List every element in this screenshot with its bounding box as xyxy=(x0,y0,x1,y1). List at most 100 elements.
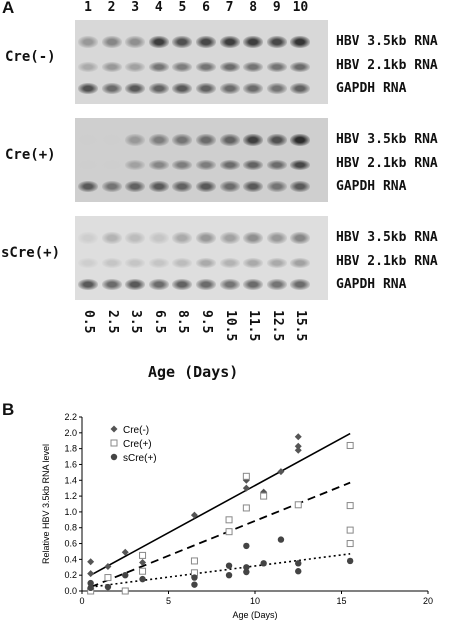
y-tick-label: 2.0 xyxy=(64,428,77,438)
y-tick-label: 0.6 xyxy=(64,539,77,549)
blot-band xyxy=(148,82,169,94)
blot-band xyxy=(243,160,264,170)
data-point xyxy=(104,583,112,591)
blot-band xyxy=(101,82,122,94)
blot-band xyxy=(78,160,98,170)
x-tick-label: 5 xyxy=(166,596,171,606)
data-point xyxy=(225,528,233,536)
blot-band xyxy=(196,82,216,94)
blot-band xyxy=(148,278,169,290)
data-point xyxy=(225,516,233,524)
blot-band xyxy=(125,160,146,170)
data-point xyxy=(191,574,198,581)
data-point xyxy=(122,571,129,579)
blot-band xyxy=(172,82,193,94)
blot-band xyxy=(266,278,287,290)
data-point xyxy=(243,568,250,576)
legend-marker xyxy=(110,425,118,433)
legend-label: Cre(-) xyxy=(123,425,149,436)
y-axis-title: Relative HBV 3.5kb RNA level xyxy=(41,444,51,564)
blot-band xyxy=(266,82,287,94)
age-tick-label: 15.5 xyxy=(293,310,309,342)
blot-band xyxy=(101,62,122,72)
data-point xyxy=(87,584,94,592)
blot-band xyxy=(290,160,311,170)
blot-band xyxy=(101,232,122,244)
blot-band xyxy=(101,36,122,48)
blot-band xyxy=(219,36,240,48)
x-tick-label: 0 xyxy=(79,596,84,606)
lane-number: 8 xyxy=(249,0,258,15)
blot-band xyxy=(243,180,264,192)
data-point xyxy=(294,442,302,450)
y-tick-label: 1.0 xyxy=(64,507,77,517)
blot-band xyxy=(172,258,193,268)
data-point xyxy=(87,570,95,578)
data-point xyxy=(346,540,354,548)
x-tick-label: 15 xyxy=(336,596,346,606)
data-point xyxy=(346,557,354,565)
y-tick-label: 1.4 xyxy=(64,475,77,485)
blot-image xyxy=(75,216,328,300)
trend-line xyxy=(90,481,351,588)
lane-number: 7 xyxy=(225,0,234,15)
band-label: GAPDH RNA xyxy=(336,179,407,194)
blot-band xyxy=(196,62,216,72)
blot-band xyxy=(266,62,287,72)
blot-band xyxy=(125,36,146,48)
blot-band xyxy=(172,180,193,192)
data-point xyxy=(277,536,285,543)
y-tick-label: 1.8 xyxy=(64,444,77,454)
blot-band xyxy=(78,36,98,48)
y-tick-label: 1.6 xyxy=(64,459,77,469)
blot-band xyxy=(266,180,287,192)
data-point xyxy=(243,542,250,550)
blot-band xyxy=(243,82,264,94)
blot-row-label: sCre(+) xyxy=(1,245,61,261)
blot-band xyxy=(290,258,311,268)
blot-band xyxy=(78,82,98,94)
data-point xyxy=(121,587,129,595)
blot-band xyxy=(290,134,311,146)
blot-row-label: Cre(+) xyxy=(5,147,56,163)
y-tick-label: 0.2 xyxy=(64,570,77,580)
blot-band xyxy=(78,258,98,268)
blot-band xyxy=(172,36,193,48)
legend-marker xyxy=(110,439,118,447)
lane-number: 1 xyxy=(84,0,92,15)
age-tick-label: 0.5 xyxy=(81,310,96,334)
blot-band xyxy=(243,258,264,268)
y-tick-label: 2.2 xyxy=(64,412,77,422)
data-point xyxy=(243,564,250,571)
band-label: GAPDH RNA xyxy=(336,81,407,96)
blot-band xyxy=(148,232,169,244)
data-point xyxy=(295,560,302,567)
trend-line xyxy=(90,553,351,588)
blot-band xyxy=(78,62,98,72)
blot-band xyxy=(290,82,311,94)
data-point xyxy=(225,562,233,569)
blot-band xyxy=(243,232,264,244)
data-point xyxy=(87,558,95,566)
data-point xyxy=(242,484,250,492)
lane-number: 9 xyxy=(272,0,281,15)
legend-marker xyxy=(110,453,118,461)
blot-band xyxy=(196,134,216,146)
blot-band xyxy=(266,258,287,268)
band-label: HBV 2.1kb RNA xyxy=(336,58,438,73)
blot-band xyxy=(266,232,287,244)
data-point xyxy=(190,511,198,519)
blot-band xyxy=(219,62,240,72)
legend-label: sCre(+) xyxy=(123,453,157,464)
panel-letter-a: A xyxy=(2,0,15,17)
blot-band xyxy=(101,180,122,192)
blot-band xyxy=(243,62,264,72)
blot-band xyxy=(243,278,264,290)
blot-image xyxy=(75,118,328,202)
blot-band xyxy=(172,62,193,72)
blot-band xyxy=(78,278,98,290)
x-axis-title: Age (Days) xyxy=(232,610,277,620)
blot-band xyxy=(172,160,193,170)
blot-band xyxy=(148,134,169,146)
lane-number: 6 xyxy=(202,0,210,15)
